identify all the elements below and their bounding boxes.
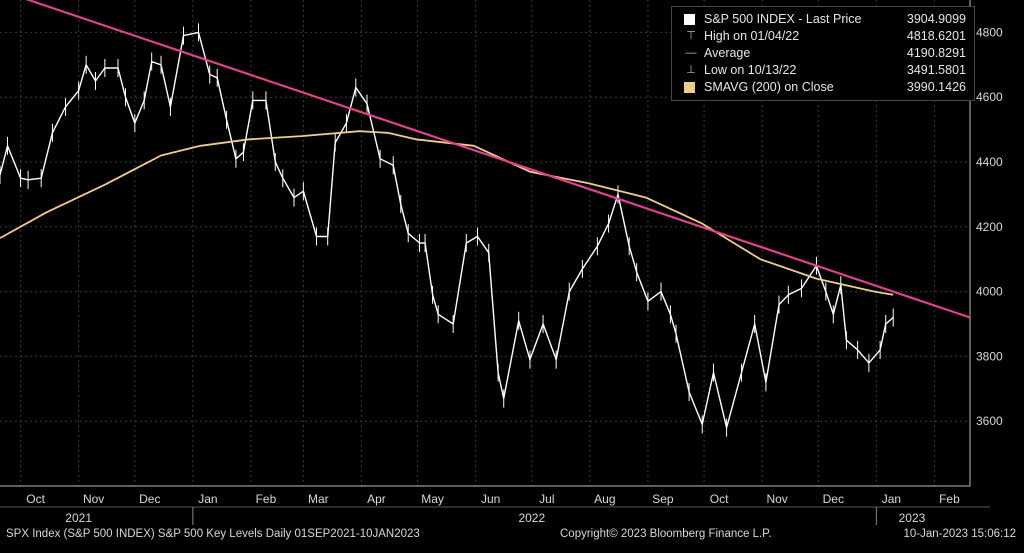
legend-label: Low on 10/13/22 (704, 63, 797, 77)
x-tick-label: Dec (823, 492, 844, 506)
x-tick-label: Apr (367, 492, 386, 506)
legend-label: High on 01/04/22 (704, 29, 800, 43)
last-price-swatch (684, 14, 695, 25)
series-line-s-p-500-index (0, 31, 894, 429)
x-tick-label: Jan (198, 492, 217, 506)
x-tick-label: Jun (481, 492, 500, 506)
footer-title: SPX Index (S&P 500 INDEX) S&P 500 Key Le… (6, 528, 420, 540)
y-tick-label: 4600 (976, 90, 1003, 104)
x-tick-label: Dec (139, 492, 160, 506)
series-line-smavg-200-on-close (0, 130, 894, 296)
x-tick-label: Oct (26, 492, 45, 506)
x-tick-label: Sep (652, 492, 674, 506)
y-tick-label: 4400 (976, 155, 1003, 169)
y-tick-label: 4000 (976, 285, 1003, 299)
legend-label: S&P 500 INDEX - Last Price (704, 12, 862, 26)
footer-copyright: Copyright© 2023 Bloomberg Finance L.P. (560, 528, 772, 540)
high-marker-icon: ⊤ (686, 30, 696, 42)
x-tick-label: Feb (939, 492, 960, 506)
legend: S&P 500 INDEX - Last Price 3904.9099 ⊤ H… (671, 6, 975, 101)
smavg-swatch (684, 82, 695, 93)
x-year-label: 2022 (518, 511, 545, 525)
y-tick-label: 4200 (976, 220, 1003, 234)
legend-row-average: — Average 4190.8291 (672, 45, 974, 62)
x-tick-label: Oct (710, 492, 729, 506)
low-marker-icon: ⊥ (686, 64, 696, 76)
x-tick-label: Aug (594, 492, 615, 506)
legend-value: 3990.1426 (906, 80, 966, 94)
series-line-trendline (25, 0, 971, 319)
x-tick-label: Nov (83, 492, 104, 506)
x-tick-label: Nov (766, 492, 787, 506)
x-year-label: 2023 (899, 511, 926, 525)
y-axis: 4800 4600 4400 4200 4000 3800 3600 (969, 0, 1003, 486)
average-marker-icon: — (685, 47, 697, 59)
y-tick-label: 3600 (976, 414, 1003, 428)
y-tick-label: 4800 (976, 25, 1003, 39)
legend-value: 4190.8291 (906, 46, 966, 60)
x-axis: Oct Nov Dec Jan Feb Mar Apr May Jun Jul Aug Sep Oct N… (0, 485, 990, 525)
x-tick-label: Feb (256, 492, 277, 506)
legend-row-high: ⊤ High on 01/04/22 4818.6201 (672, 28, 974, 45)
legend-label: Average (704, 46, 751, 60)
x-tick-label: Mar (308, 492, 329, 506)
series-layer (0, 0, 971, 437)
x-tick-label: May (421, 492, 444, 506)
x-tick-label: Jul (539, 492, 554, 506)
legend-row-last-price: S&P 500 INDEX - Last Price 3904.9099 (672, 11, 974, 28)
legend-label: SMAVG (200) on Close (704, 80, 834, 94)
x-tick-label: Jan (882, 492, 901, 506)
legend-row-smavg: SMAVG (200) on Close 3990.1426 (672, 79, 974, 96)
legend-value: 4818.6201 (906, 29, 966, 43)
legend-row-low: ⊥ Low on 10/13/22 3491.5801 (672, 62, 974, 79)
legend-value: 3491.5801 (906, 63, 966, 77)
y-tick-label: 3800 (976, 349, 1003, 363)
legend-value: 3904.9099 (906, 12, 966, 26)
footer-timestamp: 10-Jan-2023 15:06:12 (903, 528, 1016, 540)
x-year-label: 2021 (65, 511, 92, 525)
